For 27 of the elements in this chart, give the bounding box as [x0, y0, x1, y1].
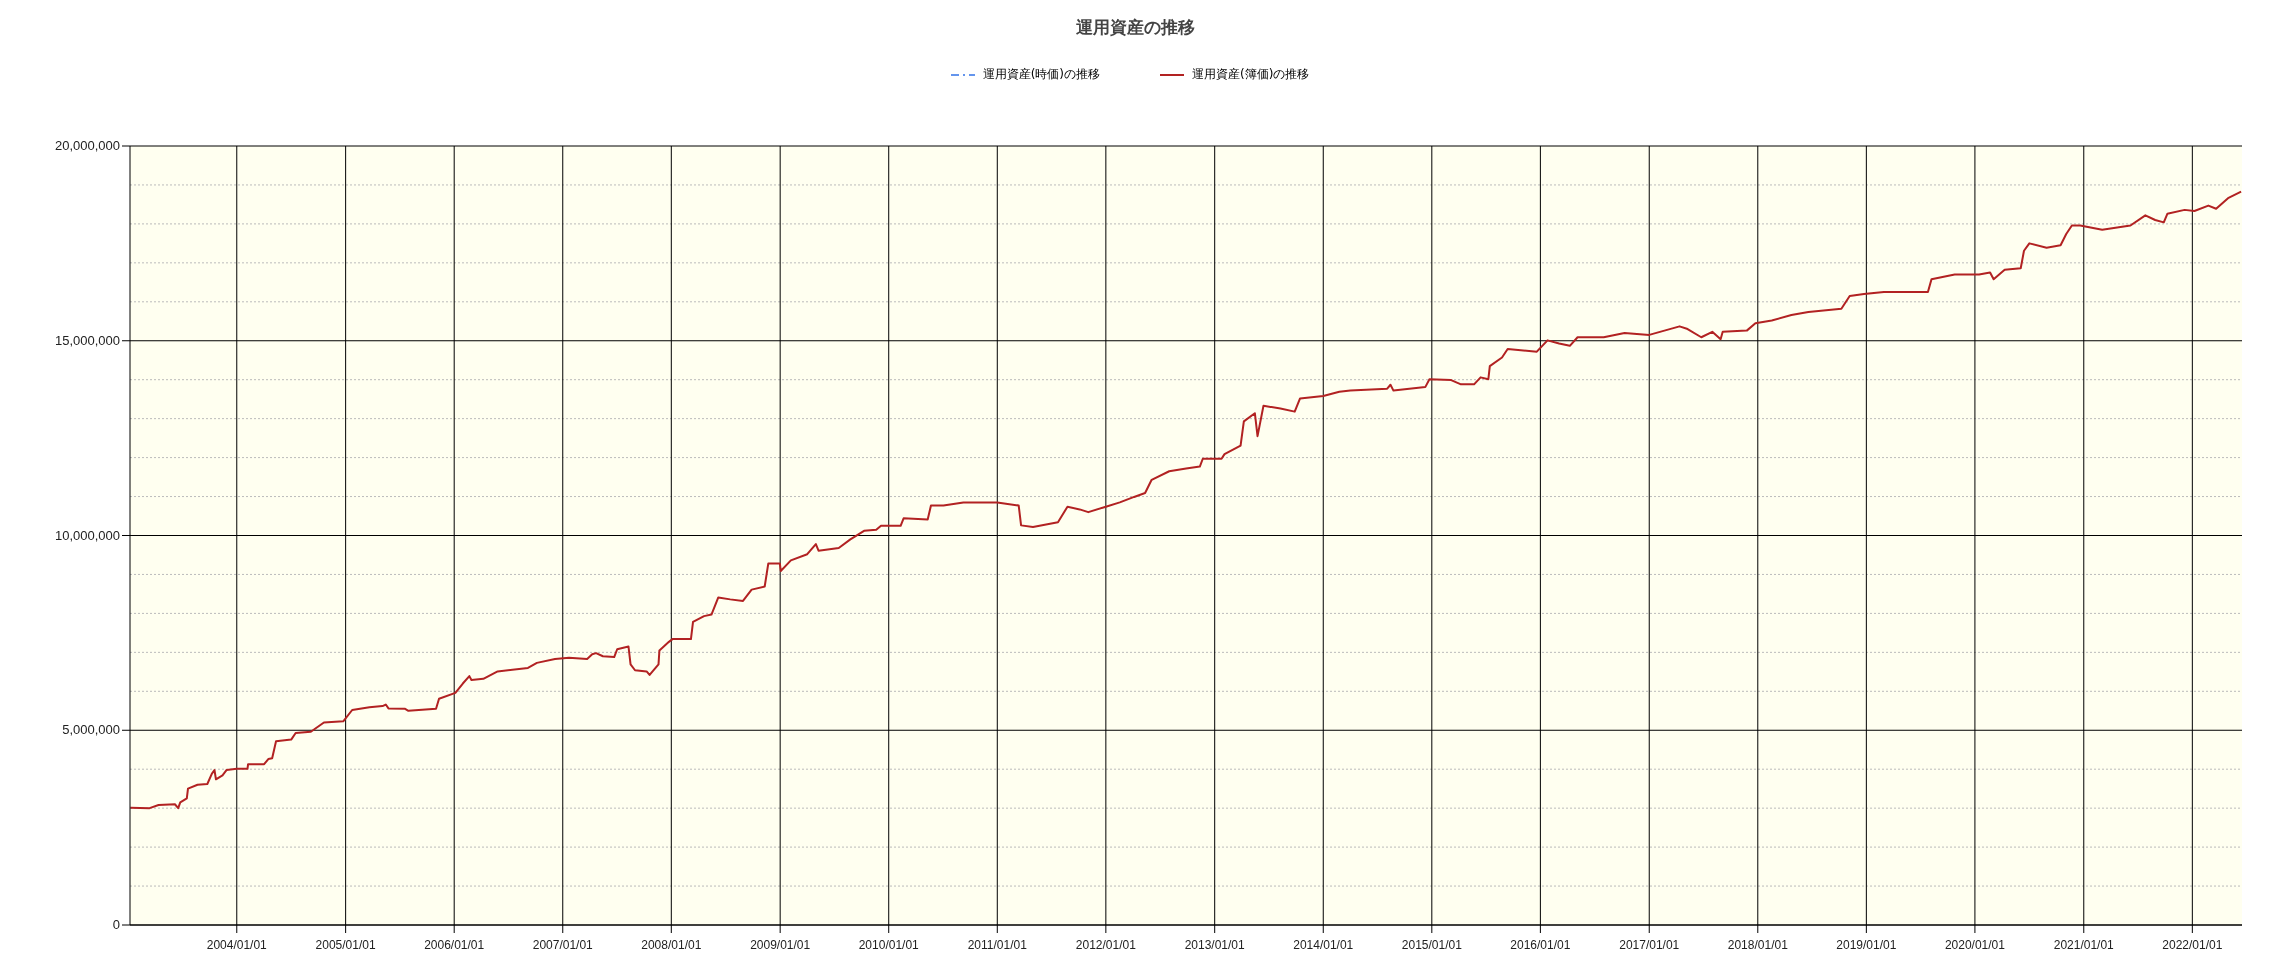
y-tick-label: 5,000,000 [62, 722, 120, 738]
x-tick-label: 2007/01/01 [532, 938, 594, 952]
x-tick-label: 2021/01/01 [2053, 938, 2115, 952]
x-tick-label: 2018/01/01 [1727, 938, 1789, 952]
x-tick-label: 2004/01/01 [206, 938, 268, 952]
y-tick-label: 10,000,000 [54, 527, 120, 543]
y-tick-label: 20,000,000 [54, 138, 120, 153]
legend-label: 運用資産(時価)の推移 [982, 66, 1100, 83]
x-tick-label: 2014/01/01 [1293, 938, 1354, 952]
x-tick-label: 2016/01/01 [1510, 938, 1571, 952]
x-tick-label: 2011/01/01 [967, 938, 1028, 952]
x-tick-label: 2005/01/01 [315, 938, 376, 952]
y-tick-label: 0 [112, 917, 120, 932]
x-tick-label: 2012/01/01 [1075, 938, 1137, 952]
x-tick-label: 2019/01/01 [1836, 938, 1897, 952]
x-tick-label: 2022/01/01 [2162, 938, 2223, 952]
x-tick-label: 2010/01/01 [858, 938, 920, 952]
y-tick-label: 15,000,000 [54, 332, 120, 348]
x-tick-label: 2015/01/01 [1401, 938, 1463, 952]
x-tick-label: 2013/01/01 [1184, 938, 1246, 952]
x-tick-label: 2006/01/01 [424, 938, 485, 952]
x-tick-label: 2020/01/01 [1944, 938, 2006, 952]
legend-label: 運用資産(簿価)の推移 [1192, 66, 1310, 83]
x-tick-label: 2009/01/01 [750, 938, 811, 952]
x-tick-label: 2008/01/01 [641, 938, 702, 952]
chart-title: 運用資産の推移 [1074, 16, 1196, 39]
x-tick-label: 2017/01/01 [1619, 938, 1680, 952]
